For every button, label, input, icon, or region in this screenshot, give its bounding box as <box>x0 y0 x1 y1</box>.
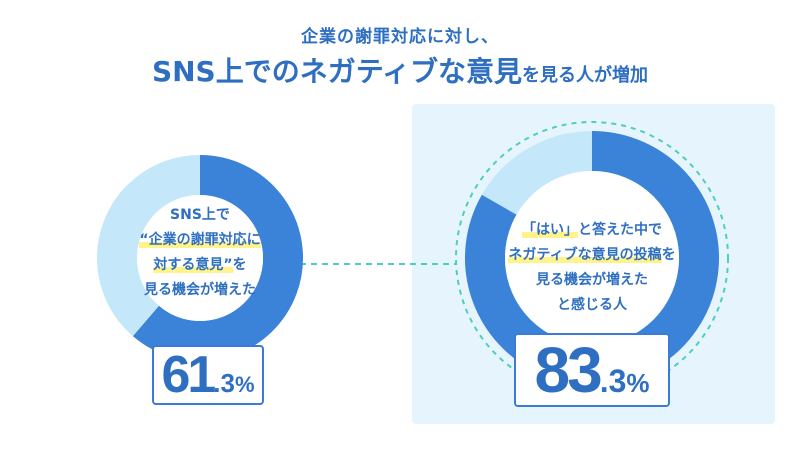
donut-slice-rest <box>481 131 593 216</box>
value-61-decimal: .3 <box>213 368 235 398</box>
label-highlight: 「はい」 <box>522 222 578 238</box>
label-line: ネガティブな意見の投稿を <box>492 243 692 268</box>
donut-slice-value <box>132 155 303 361</box>
value-83-unit: % <box>626 368 650 398</box>
label-text: を <box>232 257 247 273</box>
value-box-83: 83.3% <box>514 333 670 407</box>
label-highlight: ネガティブな意見の投稿 <box>508 247 662 263</box>
value-61-unit: % <box>234 372 255 397</box>
title-suffix: を見る人が増加 <box>522 65 649 86</box>
value-83-decimal: .3 <box>599 363 627 399</box>
chart-2-label: 「はい」と答えた中で ネガティブな意見の投稿を 見る機会が増えた と感じる人 <box>492 218 692 318</box>
label-text: を <box>661 247 676 263</box>
label-line: “企業の謝罪対応に <box>100 228 300 253</box>
value-61-integer: 61 <box>161 346 216 404</box>
title-emphasis: SNS上でのネガティブな意見 <box>151 55 523 88</box>
label-text: 見る機会が増えた <box>536 272 648 288</box>
donut-slice-rest <box>97 155 201 337</box>
label-line: 対する意見”を <box>100 253 300 278</box>
label-line: SNS上で <box>100 203 300 228</box>
label-highlight: “企業の謝罪対応に <box>139 232 261 248</box>
value-box-61: 61.3% <box>152 345 264 405</box>
chart-1-label: SNS上で “企業の謝罪対応に対する意見”を見る機会が増えた <box>100 203 300 303</box>
label-line: 見る機会が増えた <box>492 268 692 293</box>
title-line-2: SNS上でのネガティブな意見を見る人が増加 <box>0 50 800 90</box>
label-text: と感じる人 <box>557 297 627 313</box>
label-line: 見る機会が増えた <box>100 278 300 303</box>
label-highlight: 対する意見” <box>153 257 233 273</box>
label-line: 「はい」と答えた中で <box>492 218 692 243</box>
title-line-1: 企業の謝罪対応に対し、 <box>301 27 499 47</box>
value-83-integer: 83 <box>534 334 603 406</box>
label-text: と答えた中で <box>578 222 662 238</box>
label-text: 見る機会が増えた <box>144 282 256 298</box>
label-text: SNS上で <box>170 207 230 223</box>
label-line: と感じる人 <box>492 293 692 318</box>
